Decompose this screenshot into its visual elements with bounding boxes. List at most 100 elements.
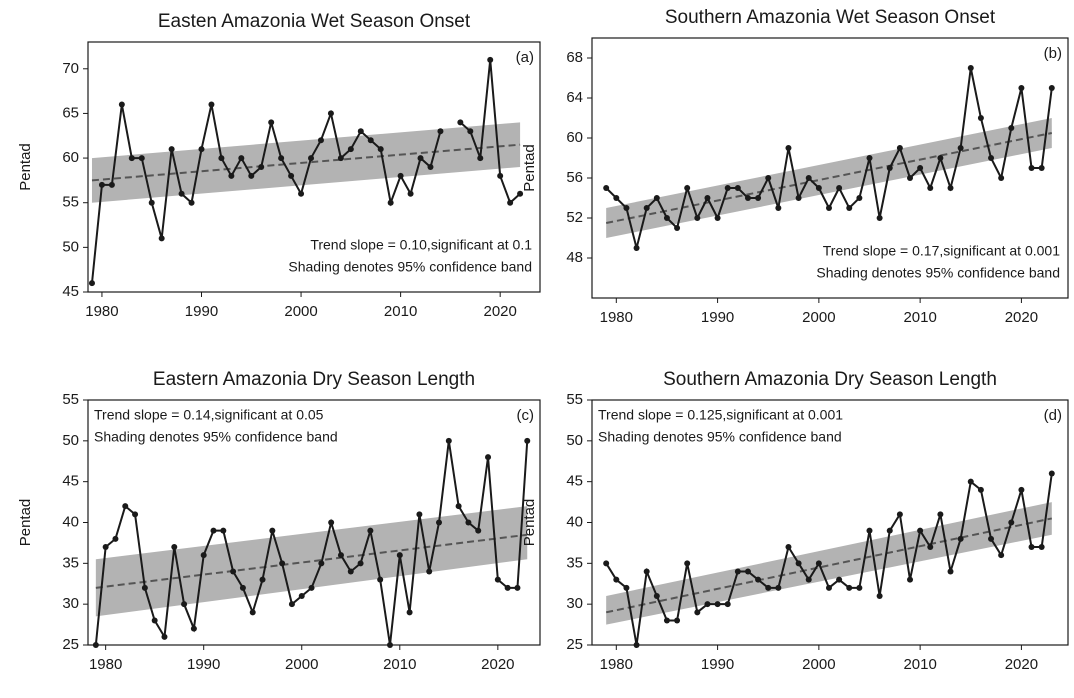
chart-title: Eastern Amazonia Dry Season Length	[153, 369, 475, 390]
y-tick-label: 52	[566, 209, 583, 226]
y-axis-label: Pentad	[521, 499, 538, 547]
data-point	[744, 568, 751, 575]
data-point	[188, 199, 195, 206]
data-point	[825, 584, 832, 591]
data-point	[426, 568, 433, 575]
data-point	[445, 437, 452, 444]
x-tick-label: 2010	[383, 656, 416, 673]
data-point	[477, 155, 484, 162]
annotation: Trend slope = 0.17,significant at 0.001	[823, 243, 1060, 259]
y-tick-label: 55	[62, 194, 79, 211]
data-point	[465, 519, 472, 526]
data-point	[347, 568, 354, 575]
data-point	[846, 584, 853, 591]
data-point	[896, 511, 903, 518]
plot-frame	[591, 399, 1069, 646]
data-point	[396, 552, 403, 559]
data-point	[337, 552, 344, 559]
data-point	[734, 568, 741, 575]
x-tick-label: 2010	[384, 303, 417, 320]
data-point	[947, 568, 954, 575]
x-tick-label: 1980	[89, 656, 122, 673]
y-tick-label: 50	[566, 432, 583, 449]
data-point	[288, 601, 295, 608]
data-point	[138, 155, 145, 162]
data-point	[927, 544, 934, 550]
data-point	[268, 119, 275, 126]
data-point	[724, 601, 731, 608]
data-point	[318, 560, 325, 567]
y-axis-label: Pentad	[17, 143, 34, 191]
panel-label: (c)	[517, 407, 535, 424]
data-point	[517, 190, 524, 197]
annotation: Shading denotes 95% confidence band	[288, 259, 532, 275]
data-point	[1008, 519, 1015, 526]
data-point	[158, 235, 165, 242]
data-point	[497, 172, 504, 179]
y-tick-label: 64	[566, 89, 583, 106]
data-point	[1008, 125, 1015, 131]
y-tick-label: 35	[62, 554, 79, 571]
data-point	[357, 128, 364, 135]
annotation: Shading denotes 95% confidence band	[94, 429, 338, 445]
y-tick-label: 25	[62, 636, 79, 653]
data-point	[416, 511, 423, 518]
data-point	[327, 110, 334, 117]
data-point	[633, 245, 640, 251]
plot-frame	[87, 399, 541, 646]
annotation: Trend slope = 0.125,significant at 0.001	[598, 407, 843, 423]
data-point	[377, 576, 384, 583]
data-point	[825, 205, 832, 211]
data-point	[88, 280, 95, 287]
data-point	[734, 185, 741, 191]
data-point	[876, 593, 883, 599]
x-tick-label: 2010	[903, 309, 936, 326]
data-point	[856, 195, 863, 201]
data-point	[108, 181, 115, 188]
x-tick-label: 1980	[600, 656, 633, 673]
data-point	[1038, 165, 1045, 171]
data-point	[815, 560, 822, 567]
data-point	[200, 552, 207, 559]
x-tick-label: 1980	[85, 303, 118, 320]
y-tick-label: 60	[62, 149, 79, 166]
y-tick-label: 68	[566, 49, 583, 66]
data-point	[141, 584, 148, 591]
data-point	[504, 584, 511, 591]
data-point	[977, 486, 984, 493]
y-tick-label: 30	[566, 595, 583, 612]
x-tick-label: 2000	[285, 656, 318, 673]
data-point	[397, 172, 404, 179]
data-point	[765, 584, 772, 591]
data-point	[947, 185, 954, 191]
data-point	[308, 584, 315, 591]
chart-title: Southern Amazonia Wet Season Onset	[665, 7, 996, 28]
data-point	[643, 205, 650, 211]
data-point	[1048, 470, 1055, 477]
data-point	[674, 225, 681, 231]
data-point	[328, 519, 335, 526]
x-tick-label: 1990	[701, 309, 734, 326]
y-axis-label: Pentad	[521, 144, 538, 192]
y-tick-label: 60	[566, 129, 583, 146]
data-point	[102, 544, 109, 550]
trend-line	[605, 132, 1052, 224]
data-point	[288, 172, 295, 179]
data-point	[269, 527, 276, 534]
data-point	[98, 181, 105, 188]
data-point	[917, 165, 924, 171]
y-tick-label: 70	[62, 60, 79, 77]
data-point	[927, 185, 934, 191]
confidence-band	[95, 506, 528, 617]
data-point	[279, 560, 286, 567]
data-point	[684, 185, 691, 191]
x-tick-label: 1990	[185, 303, 218, 320]
data-point	[457, 119, 464, 126]
data-point	[836, 576, 843, 583]
data-point	[475, 527, 482, 534]
data-point	[317, 137, 324, 144]
data-point	[714, 601, 721, 608]
data-point	[967, 478, 974, 485]
data-point	[907, 576, 914, 583]
